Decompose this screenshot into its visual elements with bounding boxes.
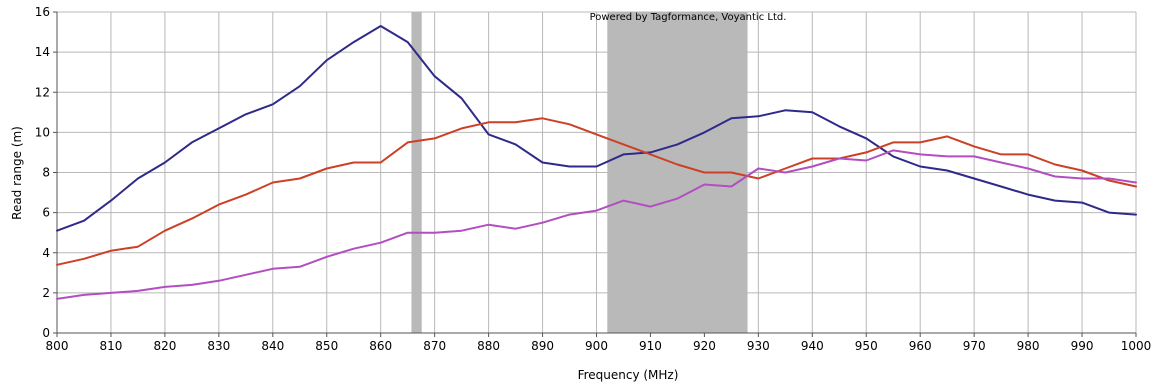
y-tick-label: 12 (35, 85, 50, 99)
y-tick-label: 14 (35, 45, 50, 59)
series-lines (56, 25, 1137, 300)
x-tick-label: 870 (423, 339, 446, 353)
x-tick-label: 840 (261, 339, 284, 353)
series-line-0 (56, 25, 1137, 232)
watermark-text: Powered by Tagformance, Voyantic Ltd. (590, 12, 787, 23)
y-axis-title: Read range (m) (10, 126, 24, 220)
y-tick-label: 6 (42, 206, 50, 220)
x-tick-label: 950 (855, 339, 878, 353)
series-line-2 (56, 149, 1137, 300)
x-tick-label: 980 (1017, 339, 1040, 353)
x-tick-label: 1000 (1121, 339, 1152, 353)
x-tick-label: 820 (153, 339, 176, 353)
series-line-1 (56, 117, 1137, 266)
gridlines (56, 11, 1137, 334)
x-tick-label: 920 (693, 339, 716, 353)
x-tick-label: 860 (369, 339, 392, 353)
y-tick-labels: 0 2 4 6 8 10 12 14 16 (35, 5, 50, 340)
y-tick-label: 10 (35, 125, 50, 139)
x-tick-label: 990 (1071, 339, 1094, 353)
x-tick-label: 800 (46, 339, 69, 353)
y-tick-label: 0 (42, 326, 50, 340)
x-tick-label: 930 (747, 339, 770, 353)
x-tick-label: 910 (639, 339, 662, 353)
y-tick-label: 8 (42, 166, 50, 180)
y-tick-label: 2 (42, 286, 50, 300)
x-tick-label: 830 (207, 339, 230, 353)
x-tick-labels: 800 810 820 830 840 850 860 870 880 890 900 910 920 9… (46, 339, 1152, 353)
x-tick-label: 890 (531, 339, 554, 353)
x-tick-label: 940 (801, 339, 824, 353)
x-tick-label: 810 (99, 339, 122, 353)
x-tick-label: 900 (585, 339, 608, 353)
x-tick-label: 970 (963, 339, 986, 353)
x-tick-label: 850 (315, 339, 338, 353)
x-axis-title: Frequency (MHz) (578, 368, 679, 382)
y-tick-label: 16 (35, 5, 50, 19)
x-tick-label: 960 (909, 339, 932, 353)
y-tick-label: 4 (42, 246, 50, 260)
x-tick-label: 880 (477, 339, 500, 353)
axes (53, 11, 1137, 337)
